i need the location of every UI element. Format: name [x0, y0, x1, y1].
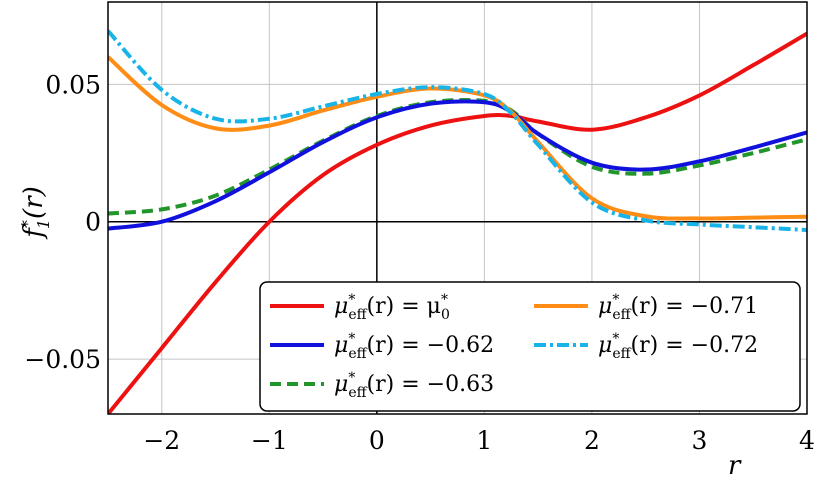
y-tick-label-2: 0.05: [45, 70, 101, 99]
legend-label-1: μ* eff(r) = −0.62: [334, 331, 494, 362]
y-axis-title-arg: (r): [19, 186, 49, 219]
legend-box: [259, 281, 801, 412]
x-tick-label-4: 2: [584, 426, 600, 455]
x-tick-label-1: −1: [251, 426, 288, 455]
x-tick-label-2: 0: [369, 426, 385, 455]
series-line-3: [108, 55, 807, 221]
series-line-0: [108, 31, 807, 414]
legend-label-4: μ* eff(r) = −0.72: [598, 331, 758, 362]
legend-label-0: μ* eff(r) = μ* 0: [334, 292, 450, 323]
y-tick-label-1: 0: [85, 208, 101, 237]
x-tick-label-5: 3: [692, 426, 708, 455]
plot-frame: [107, 1, 808, 415]
x-axis-title: r: [728, 451, 742, 481]
x-tick-label-3: 1: [476, 426, 492, 455]
series-layer: [108, 29, 807, 414]
x-tick-label-6: 4: [799, 426, 815, 455]
y-tick-label-0: −0.05: [24, 345, 101, 374]
tick-labels: −2 −1 0 1 2 3 4 −0.05 0 0.05: [24, 70, 815, 455]
series-line-1: [108, 99, 807, 231]
y-axis-title-sup: *: [18, 220, 37, 228]
legend-label-2: μ* eff(r) = −0.63: [334, 370, 494, 401]
y-axis-title-sub: 1: [34, 219, 53, 229]
x-tick-label-0: −2: [143, 426, 180, 455]
y-axis-title: f*1(r): [18, 186, 53, 240]
series-line-4: [108, 29, 807, 232]
legend: μ* eff(r) = μ* 0 μ* eff(r) = −0.62 μ* eff(r) =…: [259, 281, 801, 412]
legend-label-3: μ* eff(r) = −0.71: [598, 292, 758, 323]
